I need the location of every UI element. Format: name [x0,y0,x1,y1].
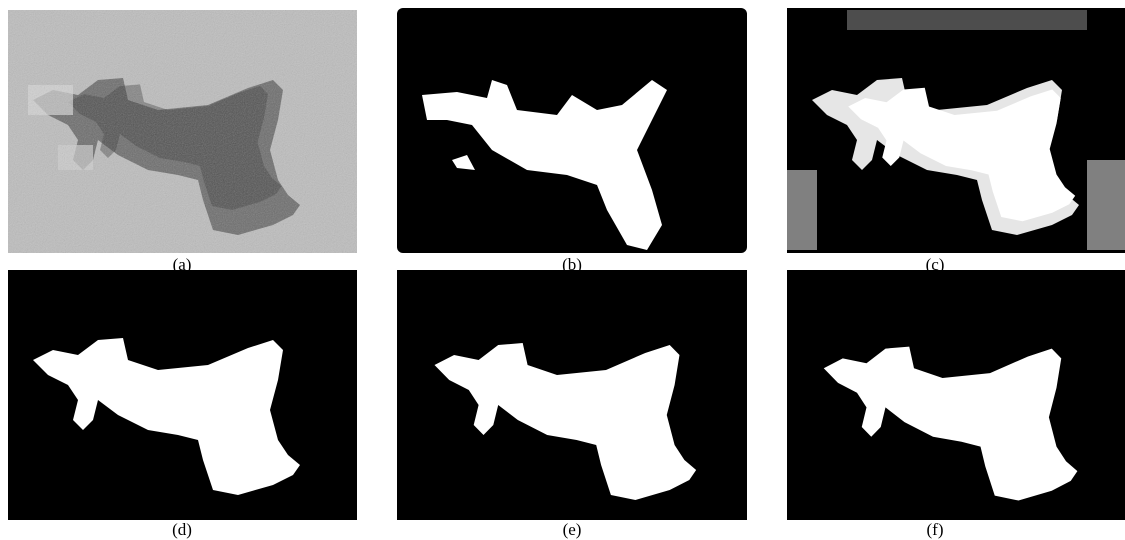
caption: (f) [927,520,944,539]
panel-c [787,8,1125,253]
figure: (a) (b) (c) (d) (e) (f) [0,0,1125,540]
caption: (e) [563,520,582,539]
panel-b [397,8,747,253]
panel-a [8,10,357,253]
panel-f [787,270,1125,520]
caption: (d) [172,520,192,539]
panel-e [397,270,747,520]
panel-d [8,270,357,520]
